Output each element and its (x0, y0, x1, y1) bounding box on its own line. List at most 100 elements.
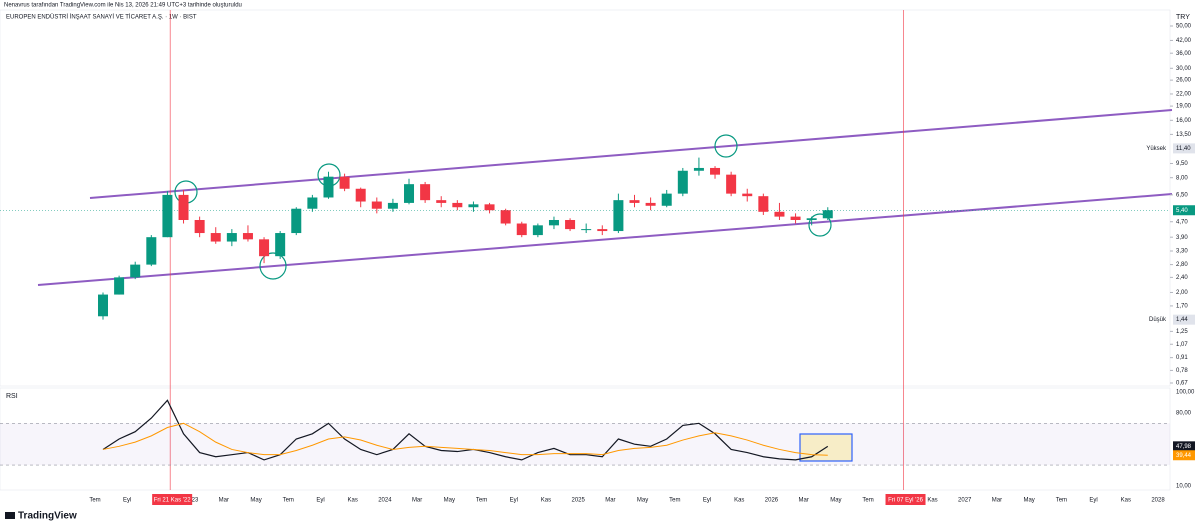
y-tick-label: 42,00 (1176, 38, 1192, 44)
x-tick-label: Kas (927, 498, 937, 504)
y-tick-label: 2,40 (1176, 275, 1188, 281)
highlight-box (799, 433, 853, 462)
y-tick-label: 0,78 (1176, 368, 1188, 374)
y-tick-label: 2,80 (1176, 262, 1188, 268)
candle-body (404, 184, 415, 203)
rsi-value-box (1173, 441, 1195, 452)
marker-name: Yüksek (1146, 146, 1167, 152)
x-tick-label: Mar (605, 498, 615, 504)
x-tick-label: Eyl (1089, 498, 1097, 504)
candle-body (130, 264, 141, 278)
x-tick-label: May (250, 498, 261, 504)
marker-box (1173, 205, 1195, 216)
candle-body (742, 193, 753, 197)
marker-box (1173, 314, 1195, 325)
rsi-pane (0, 387, 1171, 491)
x-tick-label: May (637, 498, 648, 504)
x-tick-label: 2025 (572, 498, 586, 504)
y-tick-label: 26,00 (1176, 78, 1192, 84)
candle-body (452, 202, 463, 208)
x-tick-label: Tem (862, 498, 873, 504)
upper-channel (89, 109, 1173, 199)
candle-body (774, 211, 785, 217)
x-tick-label: Mar (992, 498, 1002, 504)
candle-body (581, 229, 592, 231)
rsi-line (102, 399, 829, 461)
x-tick-label: Tem (89, 498, 100, 504)
x-tick-label: Tem (1056, 498, 1067, 504)
rsi-tick-label: 80,00 (1176, 410, 1192, 416)
circle (259, 252, 287, 280)
y-tick-label: 2,00 (1176, 290, 1188, 296)
candle-body (226, 233, 237, 242)
candle-body (210, 233, 221, 242)
y-tick-label: 3,30 (1176, 249, 1188, 255)
x-tick-label: Kas (348, 498, 358, 504)
footer-logo: TradingView (5, 511, 77, 522)
footer-text: TradingView (18, 511, 77, 522)
currency: TRY (1176, 14, 1190, 21)
candle-body (178, 194, 189, 220)
candle-body (355, 188, 366, 202)
rsi-line (102, 422, 828, 456)
x-tick-label: 2027 (958, 498, 972, 504)
candle-body (629, 200, 640, 203)
symbol-title: EUROPEN ENDÜSTRİ İNŞAAT SANAYİ VE TİCARE… (6, 14, 197, 21)
x-tick-label: Tem (283, 498, 294, 504)
candle-body (436, 200, 447, 203)
candle-body (114, 277, 125, 295)
x-tick-label: Tem (476, 498, 487, 504)
rsi-tick-label: 10,00 (1176, 484, 1192, 490)
x-tick-label: Eyl (123, 498, 131, 504)
y-tick-label: 4,70 (1176, 219, 1188, 225)
x-tick-label: May (1023, 498, 1034, 504)
x-tick-label: Eyl (316, 498, 324, 504)
rsi-value-label: 47,98 (1176, 444, 1192, 450)
marker-x-label: Fri 07 Eyl '26 (888, 498, 923, 504)
x-tick-label: 2028 (1151, 498, 1165, 504)
candle-body (387, 202, 398, 209)
marker-name: Düşük (1149, 317, 1167, 323)
y-tick-label: 8,00 (1176, 175, 1188, 181)
candle-body (677, 170, 688, 194)
candle-body (710, 167, 721, 175)
candle-body (613, 200, 624, 232)
x-tick-label: Kas (541, 498, 551, 504)
y-tick-label: 50,00 (1176, 24, 1192, 30)
author-line: Nenavrus tarafından TradingView.com ile … (4, 3, 242, 9)
y-tick-label: 1,70 (1176, 303, 1188, 309)
trend-lines (37, 109, 1173, 286)
candle-body (291, 208, 302, 234)
x-tick-label: May (444, 498, 455, 504)
candle-body (548, 219, 559, 226)
candle-body (500, 210, 511, 224)
candle-body (822, 210, 833, 219)
candle-body (194, 219, 205, 234)
marker-box (1173, 143, 1195, 154)
x-tick-label: Eyl (510, 498, 518, 504)
y-tick-label: 19,00 (1176, 104, 1192, 110)
y-tick-label: 6,50 (1176, 192, 1188, 198)
rsi-title: RSI (6, 393, 18, 400)
candle-body (597, 229, 608, 232)
x-tick-label: 2026 (765, 498, 779, 504)
x-tick-label: Tem (669, 498, 680, 504)
candle-body (307, 197, 318, 209)
candle-body (162, 194, 173, 238)
y-tick-label: 13,50 (1176, 132, 1192, 138)
candle-body (484, 204, 495, 211)
x-tick-label: Mar (412, 498, 422, 504)
candle-body (420, 184, 431, 201)
rsi-value-box (1173, 450, 1195, 461)
rsi-band-fill (0, 423, 1170, 466)
y-tick-label: 30,00 (1176, 66, 1192, 72)
candle-body (726, 174, 737, 194)
marker-x-box (152, 494, 193, 505)
circle (808, 213, 832, 237)
marker-label: 1,44 (1176, 317, 1188, 323)
candle-body (806, 218, 817, 220)
y-tick-label: 1,25 (1176, 329, 1188, 335)
candle-body (468, 204, 479, 208)
y-tick-label: 36,00 (1176, 51, 1192, 57)
